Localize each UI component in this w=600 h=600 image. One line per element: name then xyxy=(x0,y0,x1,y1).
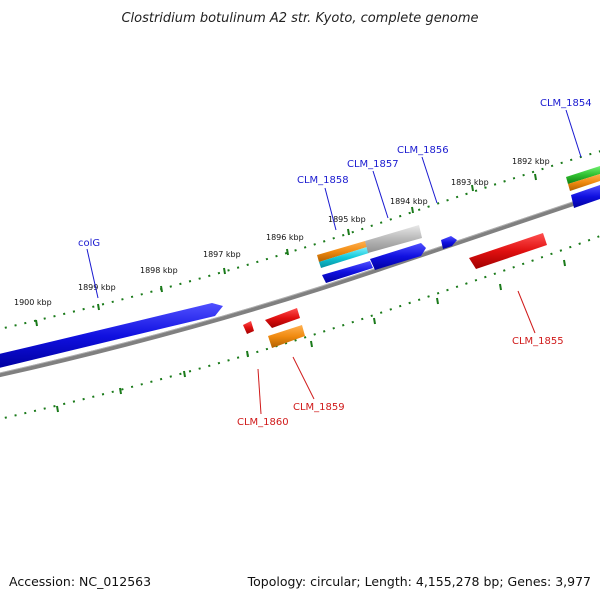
major-ticks xyxy=(35,173,566,413)
gene-CLM_1859-band xyxy=(268,325,305,348)
cds-band-orange xyxy=(317,241,367,262)
tick-label: 1897 kbp xyxy=(203,250,241,259)
tick-labels: 1900 kbp 1899 kbp 1898 kbp 1897 kbp 1896… xyxy=(14,157,550,307)
gene-CLM_1856[interactable] xyxy=(441,236,457,249)
cds-band-orange-2 xyxy=(568,174,600,191)
reverse-genes xyxy=(243,233,547,348)
gene-label[interactable]: CLM_1860 xyxy=(237,417,289,428)
map-title: Clostridium botulinum A2 str. Kyoto, com… xyxy=(121,11,478,26)
tick-label: 1898 kbp xyxy=(140,266,178,275)
tick-label: 1894 kbp xyxy=(390,197,428,206)
forward-genes xyxy=(0,185,600,369)
topology-text: Topology: circular; Length: 4,155,278 bp… xyxy=(247,574,591,589)
tick-label: 1893 kbp xyxy=(451,178,489,187)
gene-label[interactable]: CLM_1859 xyxy=(293,402,345,413)
gene-CLM_1858[interactable] xyxy=(322,261,373,283)
gene-CLM_1855[interactable] xyxy=(469,233,547,269)
cds-band-green xyxy=(566,166,600,184)
gene-CLM_1860[interactable] xyxy=(243,321,254,334)
genome-backbone xyxy=(0,192,600,378)
gene-CLM_1857[interactable] xyxy=(370,243,426,270)
gene-label[interactable]: CLM_1855 xyxy=(512,336,564,347)
gene-colG[interactable] xyxy=(0,303,223,369)
gene-label[interactable]: CLM_1854 xyxy=(540,98,592,109)
tick-label: 1900 kbp xyxy=(14,298,52,307)
tick-label: 1892 kbp xyxy=(512,157,550,166)
gene-CLM_1859[interactable] xyxy=(265,308,300,328)
gene-CLM_1854[interactable] xyxy=(571,185,600,208)
leader-lines-reverse xyxy=(257,290,536,415)
leader-lines-forward xyxy=(86,109,582,299)
gene-label[interactable]: CLM_1856 xyxy=(397,145,449,156)
forward-features xyxy=(317,166,600,268)
accession-text: Accession: NC_012563 xyxy=(9,574,152,589)
gene-label[interactable]: CLM_1858 xyxy=(297,175,349,186)
cds-band-grey xyxy=(365,225,422,253)
tick-label: 1895 kbp xyxy=(328,215,366,224)
gene-label[interactable]: colG xyxy=(78,238,100,249)
gene-labels: colG CLM_1858 CLM_1857 CLM_1856 CLM_1854… xyxy=(78,98,592,428)
cds-band-cyan xyxy=(319,247,369,268)
tick-label: 1899 kbp xyxy=(78,283,116,292)
tick-label: 1896 kbp xyxy=(266,233,304,242)
gene-label[interactable]: CLM_1857 xyxy=(347,159,399,170)
